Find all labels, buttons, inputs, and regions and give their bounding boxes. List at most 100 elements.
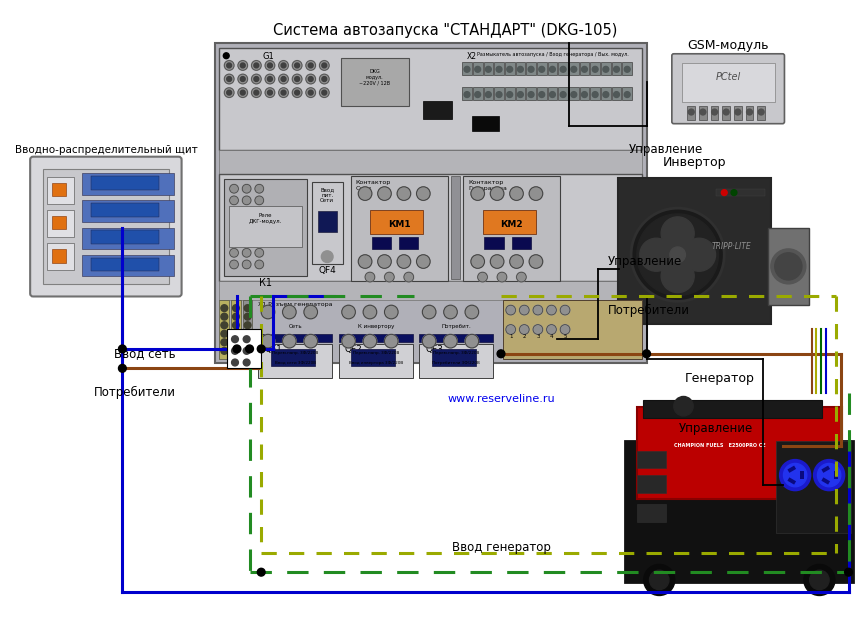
- Circle shape: [506, 324, 515, 334]
- Bar: [215, 43, 647, 364]
- Circle shape: [603, 66, 609, 72]
- Circle shape: [254, 90, 259, 95]
- Circle shape: [244, 348, 251, 354]
- Circle shape: [243, 348, 250, 354]
- Bar: [462, 87, 472, 101]
- Circle shape: [397, 255, 410, 268]
- Circle shape: [231, 348, 238, 354]
- Bar: [91, 176, 159, 190]
- Circle shape: [279, 88, 288, 98]
- Bar: [81, 228, 174, 249]
- Circle shape: [257, 568, 265, 576]
- Circle shape: [254, 63, 259, 68]
- Bar: [716, 189, 765, 196]
- Circle shape: [119, 364, 126, 372]
- Circle shape: [221, 322, 228, 329]
- Text: TRIPP·LITE: TRIPP·LITE: [711, 242, 751, 251]
- Circle shape: [592, 66, 598, 72]
- Circle shape: [227, 77, 231, 81]
- Circle shape: [306, 61, 315, 70]
- Bar: [611, 87, 622, 101]
- Circle shape: [385, 272, 394, 282]
- Circle shape: [322, 63, 326, 68]
- Bar: [227, 329, 262, 368]
- Circle shape: [224, 61, 234, 70]
- Circle shape: [539, 92, 545, 98]
- Circle shape: [251, 88, 262, 98]
- Circle shape: [244, 305, 251, 311]
- Bar: [229, 206, 302, 247]
- Bar: [258, 344, 332, 378]
- Bar: [579, 87, 590, 101]
- Circle shape: [510, 187, 523, 201]
- Circle shape: [251, 74, 262, 84]
- Bar: [547, 87, 558, 101]
- Text: X1 Разъем генератора: X1 Разъем генератора: [258, 302, 333, 308]
- Circle shape: [255, 260, 263, 269]
- Bar: [484, 238, 504, 249]
- Circle shape: [496, 92, 502, 98]
- Circle shape: [292, 61, 302, 70]
- Circle shape: [359, 255, 372, 268]
- Bar: [821, 466, 830, 473]
- Text: 4: 4: [550, 334, 553, 339]
- Bar: [623, 87, 632, 101]
- Circle shape: [471, 187, 484, 201]
- Bar: [472, 116, 499, 131]
- Circle shape: [308, 77, 313, 81]
- Bar: [463, 176, 560, 281]
- Circle shape: [224, 74, 234, 84]
- Circle shape: [507, 92, 513, 98]
- Circle shape: [465, 334, 479, 348]
- Circle shape: [262, 305, 275, 319]
- Circle shape: [582, 92, 587, 98]
- Circle shape: [385, 334, 398, 348]
- Circle shape: [254, 77, 259, 81]
- Bar: [688, 106, 695, 120]
- Circle shape: [229, 196, 238, 205]
- Circle shape: [294, 90, 300, 95]
- Circle shape: [342, 305, 355, 319]
- Bar: [711, 106, 719, 120]
- Circle shape: [614, 92, 619, 98]
- Bar: [351, 176, 448, 281]
- FancyBboxPatch shape: [618, 178, 771, 324]
- Circle shape: [688, 109, 695, 115]
- Bar: [53, 183, 66, 196]
- Circle shape: [265, 61, 275, 70]
- Circle shape: [723, 109, 729, 115]
- Bar: [494, 87, 504, 101]
- Circle shape: [528, 92, 534, 98]
- Circle shape: [246, 345, 254, 352]
- Circle shape: [292, 74, 302, 84]
- Circle shape: [281, 77, 286, 81]
- Text: QF3: QF3: [425, 345, 443, 354]
- Bar: [503, 301, 642, 359]
- Bar: [611, 61, 622, 75]
- Circle shape: [516, 272, 527, 282]
- Bar: [527, 61, 536, 75]
- Bar: [746, 106, 753, 120]
- Circle shape: [227, 63, 231, 68]
- Text: 1: 1: [509, 334, 513, 339]
- Bar: [757, 106, 765, 120]
- Bar: [81, 173, 174, 194]
- Text: КМ2: КМ2: [501, 220, 523, 229]
- Circle shape: [712, 109, 717, 115]
- Circle shape: [244, 322, 251, 329]
- Bar: [372, 238, 391, 249]
- Circle shape: [497, 350, 505, 358]
- Text: Потребит.: Потребит.: [442, 324, 471, 329]
- Bar: [318, 211, 337, 232]
- Circle shape: [443, 305, 457, 319]
- Circle shape: [320, 61, 329, 70]
- Text: Реле
ДКГ-модул.: Реле ДКГ-модул.: [249, 213, 282, 224]
- Text: www.reserveline.ru: www.reserveline.ru: [447, 394, 555, 404]
- Circle shape: [268, 63, 273, 68]
- Circle shape: [700, 109, 706, 115]
- Circle shape: [804, 564, 835, 596]
- Bar: [569, 61, 578, 75]
- Circle shape: [759, 109, 764, 115]
- Circle shape: [510, 255, 523, 268]
- Circle shape: [385, 305, 398, 319]
